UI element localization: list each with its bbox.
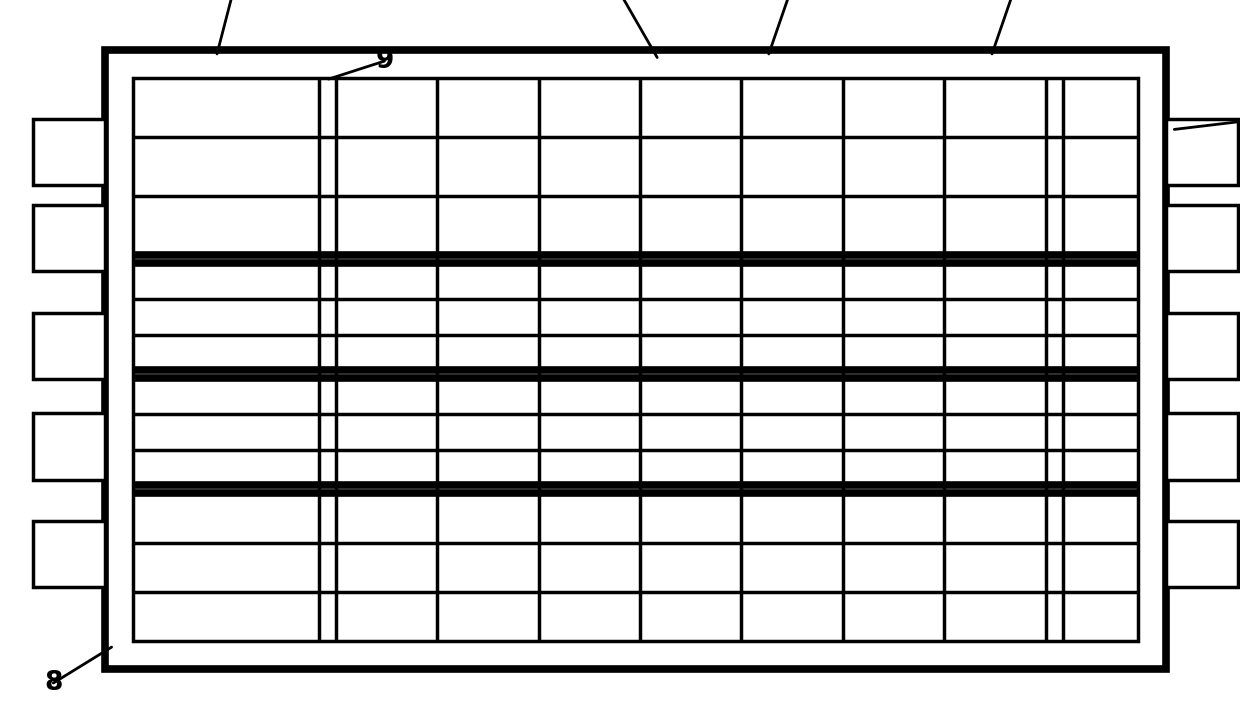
Bar	[1166, 313, 1238, 379]
Bar	[105, 50, 1166, 669]
Bar	[33, 313, 105, 379]
Bar	[133, 78, 1138, 641]
Bar	[33, 205, 105, 271]
Bar	[1166, 205, 1238, 271]
Bar	[1166, 413, 1238, 480]
Text: 8: 8	[45, 670, 62, 696]
Bar	[1166, 119, 1238, 185]
Text: 9: 9	[376, 48, 393, 74]
Bar	[33, 413, 105, 480]
Bar	[1166, 521, 1238, 587]
Bar	[33, 521, 105, 587]
Bar	[33, 119, 105, 185]
